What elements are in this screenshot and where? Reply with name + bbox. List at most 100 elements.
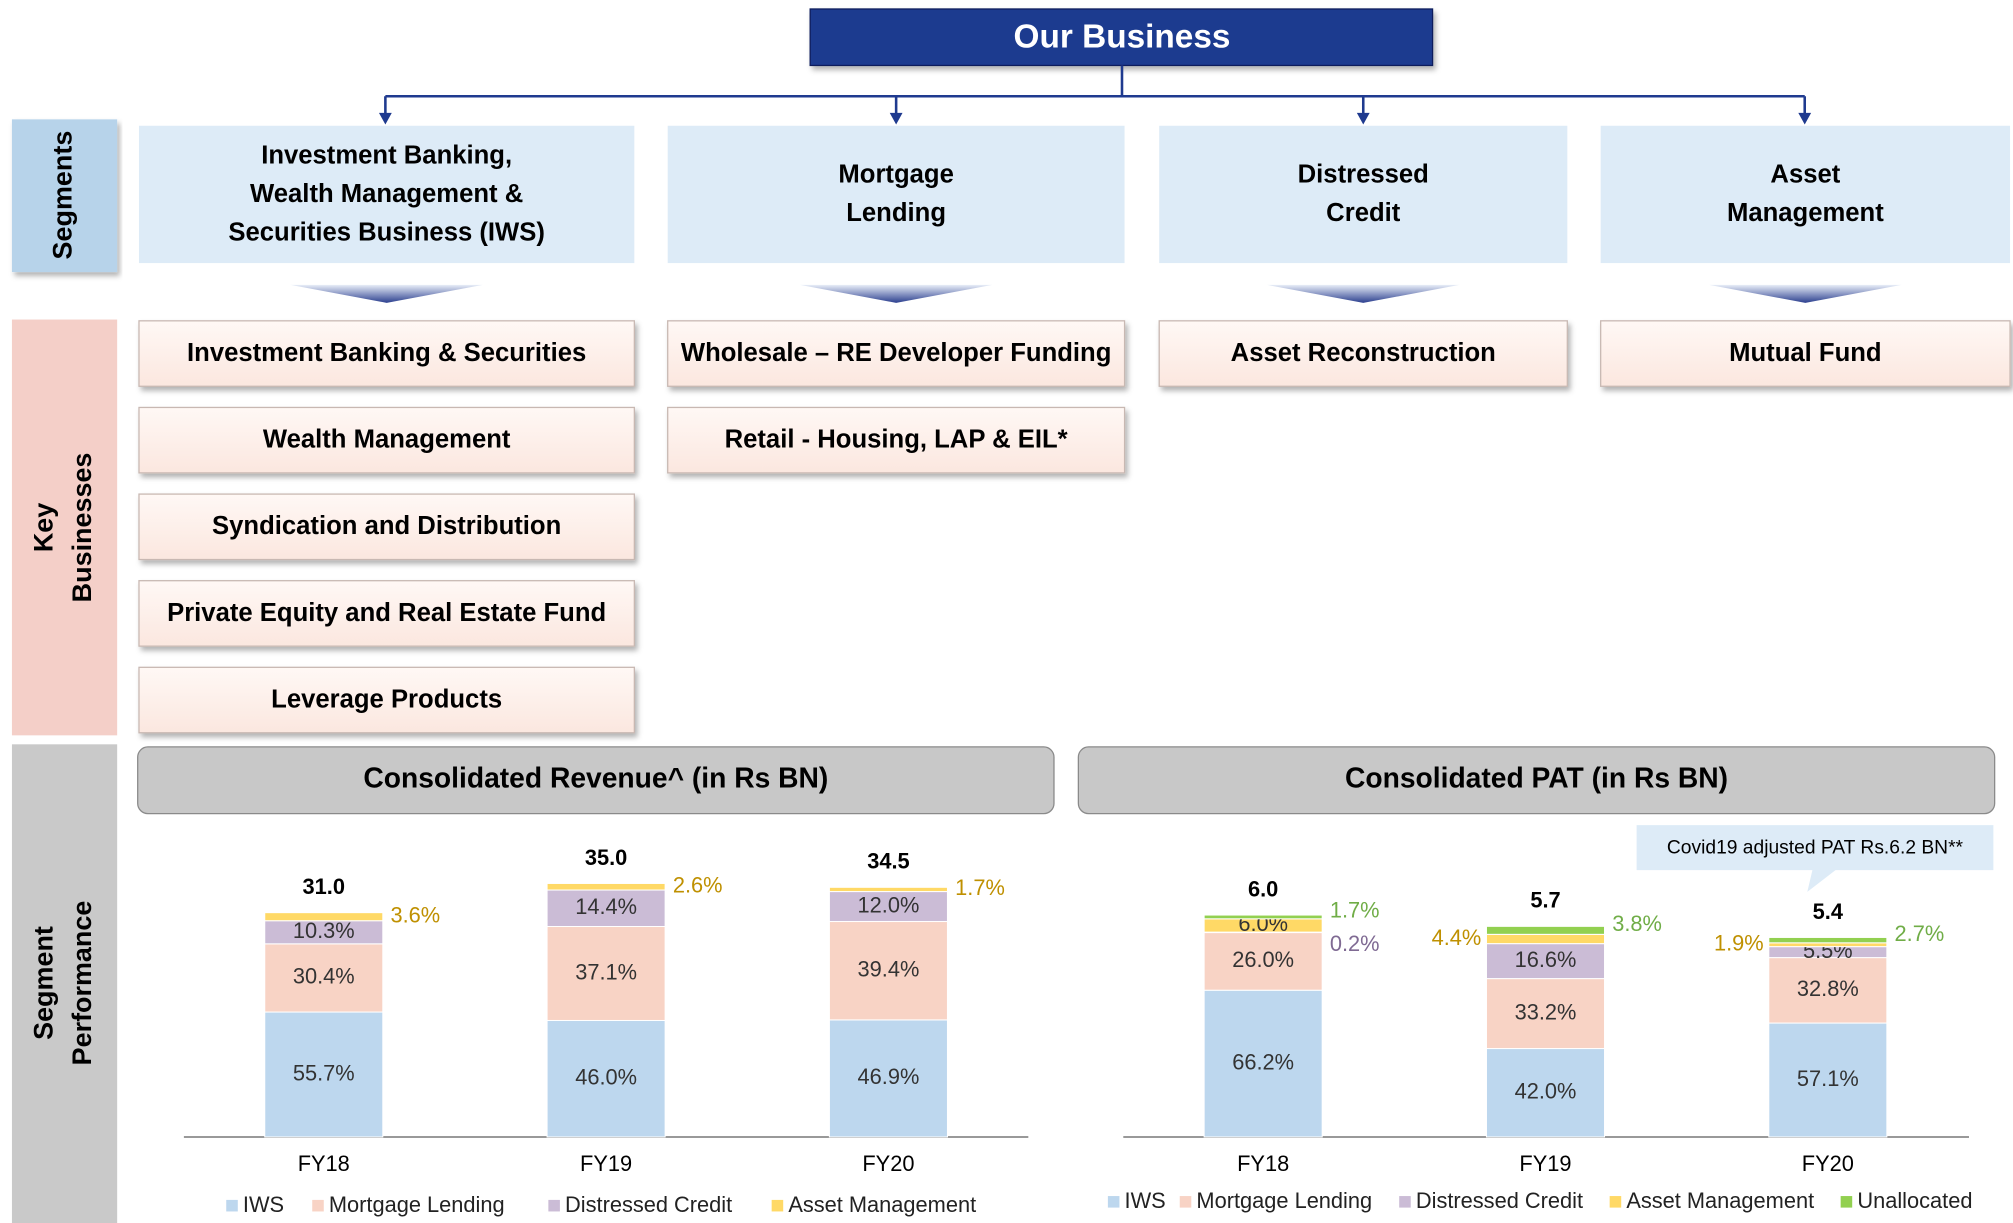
value-label: 16.6%: [1515, 947, 1577, 972]
side-label: Segments: [48, 131, 78, 260]
legend-swatch: [226, 1199, 238, 1212]
segment-box: [667, 125, 1125, 264]
value-label: 14.4%: [575, 894, 637, 919]
bar-segment: [1485, 933, 1606, 945]
value-label: 10.3%: [293, 918, 355, 943]
chart-title: Consolidated PAT (in Rs BN): [1345, 762, 1728, 794]
bar-segment: [264, 943, 384, 1013]
bar-segment: [828, 1019, 948, 1138]
business-box: [667, 406, 1126, 474]
total-label: 35.0: [585, 845, 627, 870]
business-name: Asset Reconstruction: [1231, 339, 1496, 367]
value-label-outside: 1.7%: [1330, 898, 1380, 923]
side-label: Key Businesses: [28, 453, 96, 603]
business-box: [138, 493, 635, 561]
legend-swatch: [548, 1199, 560, 1212]
total-label: 6.0: [1248, 876, 1278, 901]
side-label-text: Performance: [67, 901, 97, 1066]
business-name: Syndication and Distribution: [212, 512, 561, 540]
bar-segment: [1768, 942, 1888, 948]
bar-segment: [1485, 978, 1606, 1050]
legend-swatch: [1399, 1196, 1411, 1208]
legend-swatch: [771, 1199, 784, 1212]
side-box: [11, 319, 118, 736]
total-label: 5.4: [1813, 899, 1843, 924]
value-label-outside: 0.2%: [1330, 931, 1380, 956]
total-label: 5.7: [1530, 888, 1560, 913]
value-label-outside: 2.7%: [1895, 921, 1945, 946]
segment-name: Mortgage: [838, 161, 953, 189]
value-label: 46.9%: [858, 1064, 920, 1089]
bar-segment: [546, 889, 666, 928]
business-box: [138, 666, 635, 734]
value-label: 39.4%: [858, 956, 920, 981]
legend-label: Asset Management: [1626, 1188, 1814, 1213]
bar-segment: [1485, 1048, 1606, 1138]
side-box: [11, 119, 118, 273]
x-tick-label: FY18: [1237, 1151, 1289, 1176]
business-name: Wholesale – RE Developer Funding: [681, 339, 1112, 367]
bar-segment: [1485, 925, 1606, 935]
business-box: [667, 320, 1126, 387]
segment-name: Securities Business (IWS): [228, 218, 545, 246]
chevron: [290, 284, 483, 303]
legend-swatch: [1840, 1196, 1853, 1208]
bar-segment: [1768, 1022, 1888, 1138]
x-tick-label: FY20: [862, 1151, 914, 1176]
x-tick-label: FY18: [298, 1151, 350, 1176]
segment-box: [1600, 125, 2011, 264]
arrowheads: [378, 112, 1812, 125]
legend-label: Mortgage Lending: [329, 1192, 505, 1217]
segment-name: Wealth Management &: [250, 180, 523, 208]
business-name: Private Equity and Real Estate Fund: [167, 599, 606, 627]
legend-swatch: [1107, 1196, 1120, 1208]
segment-name: Lending: [846, 199, 946, 227]
title: Our Business: [1014, 18, 1231, 55]
value-label-outside: 1.9%: [1714, 930, 1764, 955]
connectors: [384, 65, 1807, 119]
legend-swatch: [1609, 1196, 1622, 1208]
value-label: 42.0%: [1515, 1079, 1577, 1104]
business-box: [1158, 320, 1568, 387]
bar-segment: [1203, 989, 1323, 1138]
segment-name: Investment Banking,: [261, 141, 512, 169]
value-label-outside: 4.4%: [1432, 925, 1482, 950]
segment-box: [1159, 125, 1568, 264]
legend-label: IWS: [243, 1192, 284, 1217]
x-tick-label: FY20: [1802, 1151, 1854, 1176]
business-box: [138, 580, 635, 647]
value-label: 37.1%: [575, 959, 637, 984]
bar-segment: [264, 912, 384, 922]
bar-segment: [546, 1019, 666, 1138]
legend-label: Distressed Credit: [1416, 1188, 1583, 1213]
legend-swatch: [312, 1199, 324, 1212]
x-tick-label: FY19: [580, 1151, 632, 1176]
business-name: Retail - Housing, LAP & EIL*: [725, 426, 1068, 454]
value-label: 32.8%: [1797, 976, 1859, 1001]
value-label: 26.0%: [1232, 947, 1294, 972]
side-label-text: Segment: [28, 926, 58, 1040]
chart-header: [137, 746, 1055, 815]
value-label-outside: 1.7%: [955, 875, 1005, 900]
value-label: 33.2%: [1515, 999, 1577, 1024]
bar-segment: [1203, 914, 1323, 920]
value-label: 66.2%: [1232, 1049, 1294, 1074]
value-label-outside: 3.8%: [1612, 911, 1662, 936]
segment-name: Management: [1727, 199, 1884, 227]
bar-segment: [1768, 957, 1888, 1024]
legend-swatch: [1179, 1196, 1192, 1208]
x-tick-label: FY19: [1519, 1151, 1571, 1176]
legend-label: Mortgage Lending: [1196, 1188, 1372, 1213]
bar-segment: [264, 1011, 384, 1138]
chart-header: [1077, 746, 1996, 815]
bar-segment: [1203, 932, 1323, 991]
legend-label: Asset Management: [788, 1192, 976, 1217]
business-box: [138, 406, 635, 474]
value-label-outside: 3.6%: [391, 902, 441, 927]
callout: [1636, 825, 1994, 892]
total-label: 34.5: [867, 849, 909, 874]
side-label-text: Key: [28, 503, 58, 552]
business-name: Mutual Fund: [1729, 339, 1881, 367]
business-box: [138, 320, 635, 387]
